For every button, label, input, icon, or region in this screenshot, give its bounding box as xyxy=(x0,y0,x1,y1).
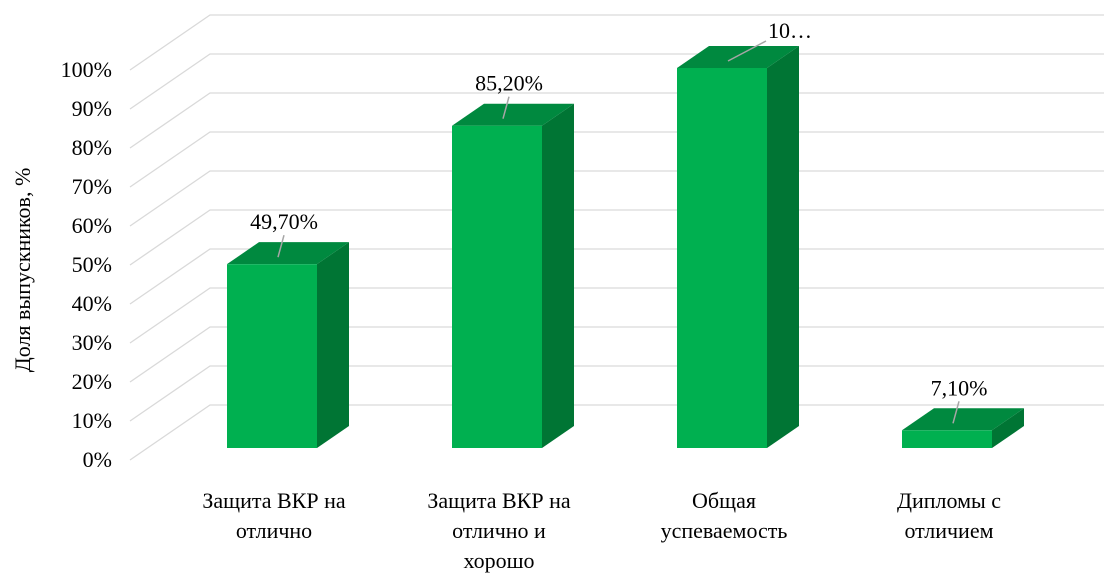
x-category-label-line: Дипломы с xyxy=(897,488,1001,513)
bar: 49,70% xyxy=(227,209,349,448)
data-label: 7,10% xyxy=(931,375,988,400)
bar-top xyxy=(452,103,574,126)
x-category-label-line: отлично и xyxy=(452,518,546,543)
y-tick-label: 90% xyxy=(72,96,112,121)
bar-side xyxy=(542,103,574,448)
bar: 7,10% xyxy=(902,375,1024,448)
gridline xyxy=(129,404,1104,461)
x-category-label-line: отличием xyxy=(904,518,993,543)
x-category-label-line: Защита ВКР на xyxy=(427,488,571,513)
bar-front xyxy=(452,125,542,448)
bar-front xyxy=(227,264,317,448)
bar-front xyxy=(902,430,992,448)
gridline xyxy=(129,248,1104,305)
gridlines xyxy=(129,14,1104,461)
bars: 49,70% 85,20% 10… 7,10% xyxy=(227,18,1024,448)
bar-top xyxy=(677,46,799,68)
x-category-label: Дипломы с отличием xyxy=(897,488,1001,543)
x-category-label: Защита ВКР на отлично и хорошо xyxy=(427,488,571,573)
bar-top xyxy=(902,408,1024,431)
x-category-label-line: отлично xyxy=(236,518,312,543)
bar-side xyxy=(992,408,1024,448)
bar: 10… xyxy=(677,18,812,448)
bar-top xyxy=(227,242,349,265)
y-tick-label: 70% xyxy=(72,174,112,199)
gridline xyxy=(129,131,1104,188)
bar: 85,20% xyxy=(452,71,574,448)
y-tick-label: 40% xyxy=(72,291,112,316)
gridline xyxy=(129,209,1104,266)
x-category-label-line: Защита ВКР на xyxy=(202,488,346,513)
category-labels: Защита ВКР на отлично Защита ВКР на отлично… xyxy=(202,488,1001,573)
data-label: 49,70% xyxy=(250,209,318,234)
y-axis-title: Доля выпускников, % xyxy=(10,168,35,373)
bar-side xyxy=(317,242,349,448)
y-tick-label: 60% xyxy=(72,213,112,238)
y-tick-label: 30% xyxy=(72,330,112,355)
y-tick-label: 20% xyxy=(72,369,112,394)
y-tick-label: 50% xyxy=(72,252,112,277)
data-label-leader xyxy=(502,96,510,119)
bar-side xyxy=(767,46,799,448)
y-tick-label: 10% xyxy=(72,408,112,433)
data-label-leader xyxy=(727,40,767,62)
data-label-leader xyxy=(277,234,285,258)
data-label-leader xyxy=(952,401,960,424)
y-tick-label: 0% xyxy=(83,447,112,472)
gridline xyxy=(129,287,1104,344)
gridline xyxy=(129,14,1104,71)
y-tick-label: 80% xyxy=(72,135,112,160)
data-label: 85,20% xyxy=(475,71,543,96)
y-tick-label: 100% xyxy=(61,57,112,82)
x-category-label-line: успеваемость xyxy=(661,518,788,543)
y-axis-ticks: 0% 10% 20% 30% 40% 50% 60% 70% 80% 90% 100% xyxy=(61,57,112,472)
data-label: 10… xyxy=(768,18,812,43)
gridline xyxy=(129,53,1104,110)
x-category-label-line: Общая xyxy=(692,488,756,513)
x-category-label: Общая успеваемость xyxy=(661,488,788,543)
x-category-label: Защита ВКР на отлично xyxy=(202,488,346,543)
bar-front xyxy=(677,68,767,448)
gridline xyxy=(129,170,1104,227)
gridline xyxy=(129,326,1104,383)
gridline xyxy=(129,92,1104,149)
x-category-label-line: хорошо xyxy=(463,548,534,573)
gridline xyxy=(129,365,1104,422)
